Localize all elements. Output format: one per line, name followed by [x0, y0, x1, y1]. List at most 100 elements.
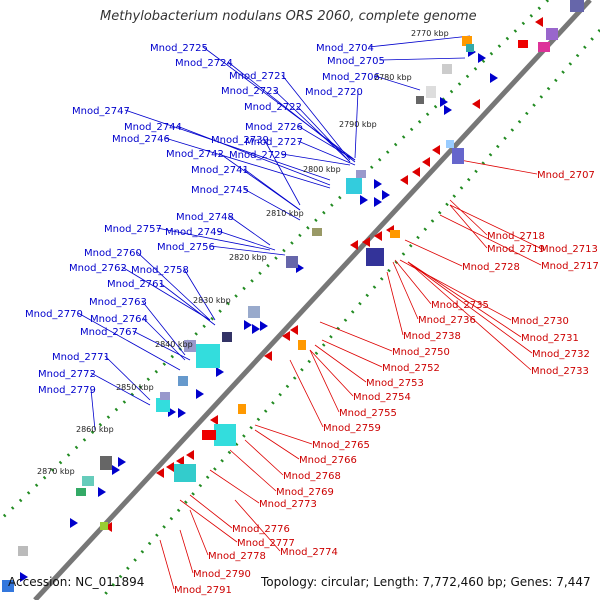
leader-line	[354, 90, 359, 159]
forward-gene-arrow	[374, 179, 382, 189]
leader-line	[132, 330, 191, 361]
kbp-label: 2830 kbp	[193, 296, 231, 305]
feature-box	[178, 376, 188, 386]
gene-label-reverse: Mnod_2752	[382, 363, 440, 374]
reverse-gene-arrow	[472, 99, 480, 109]
gene-label-reverse: Mnod_2766	[299, 455, 357, 466]
feature-box	[346, 178, 362, 194]
gene-label-reverse: Mnod_2776	[232, 524, 290, 535]
leader-line	[439, 214, 542, 266]
kbp-label: 2870 kbp	[37, 467, 75, 476]
leader-line	[281, 74, 351, 161]
reverse-gene-arrow	[362, 237, 370, 247]
feature-box	[238, 404, 246, 414]
gene-label-forward: Mnod_2705	[327, 56, 385, 67]
feature-box	[196, 344, 220, 368]
feature-box	[466, 44, 474, 52]
gene-label-reverse: Mnod_2790	[193, 569, 251, 580]
forward-gene-arrow	[478, 53, 486, 63]
leader-line	[319, 321, 393, 352]
gene-label-forward: Mnod_2760	[84, 248, 142, 259]
leader-line	[159, 282, 216, 326]
gene-label-reverse: Mnod_2768	[283, 471, 341, 482]
genome-summary: Topology: circular; Length: 7,772,460 bp…	[261, 575, 591, 589]
reverse-gene-arrow	[210, 415, 218, 425]
leader-line	[297, 125, 356, 161]
leader-line	[183, 268, 216, 321]
reverse-gene-arrow	[156, 468, 164, 478]
feature-box	[2, 580, 14, 592]
accession-text: Accession: NC_011894	[8, 575, 145, 589]
feature-box	[156, 398, 170, 412]
forward-gene-arrow	[490, 73, 498, 83]
gene-label-forward: Mnod_2723	[221, 86, 279, 97]
leader-line	[289, 359, 324, 428]
genome-backbone	[33, 0, 592, 600]
kbp-label: 2780 kbp	[374, 73, 412, 82]
reverse-gene-arrow	[422, 157, 430, 167]
leader-line	[449, 204, 488, 249]
leader-line	[136, 251, 211, 321]
feature-box	[174, 464, 196, 482]
leader-line	[459, 159, 538, 175]
gene-label-forward: Mnod_2761	[107, 279, 165, 290]
leader-line	[314, 344, 367, 383]
forward-gene-arrow	[374, 197, 382, 207]
feature-box	[160, 392, 170, 400]
gene-label-reverse: Mnod_2777	[237, 538, 295, 549]
feature-box	[100, 522, 108, 530]
gene-label-reverse: Mnod_2778	[208, 551, 266, 562]
reverse-gene-arrow	[400, 175, 408, 185]
feature-box	[286, 256, 298, 268]
gene-label-reverse: Mnod_2707	[537, 170, 595, 181]
gene-label-reverse: Mnod_2759	[323, 423, 381, 434]
gene-label-forward: Mnod_2744	[124, 122, 182, 133]
kbp-label: 2820 kbp	[229, 253, 267, 262]
gene-label-reverse: Mnod_2717	[541, 261, 599, 272]
gene-label-forward: Mnod_2756	[157, 242, 215, 253]
label-leader-lines	[77, 35, 542, 590]
gene-label-forward: Mnod_2745	[191, 185, 249, 196]
kbp-label: 2810 kbp	[266, 209, 304, 218]
tick-dot-track	[98, 29, 600, 600]
leader-line	[124, 109, 331, 181]
leader-line	[243, 168, 301, 211]
leader-line	[321, 339, 383, 368]
leader-line	[209, 469, 260, 504]
leader-line	[273, 89, 351, 163]
leader-line	[449, 204, 541, 249]
gene-label-reverse: Mnod_2735	[431, 300, 489, 311]
gene-label-reverse: Mnod_2765	[312, 440, 370, 451]
leader-line	[234, 499, 281, 552]
gene-label-forward: Mnod_2704	[316, 43, 374, 54]
kbp-label: 2790 kbp	[339, 120, 377, 129]
gene-label-forward: Mnod_2721	[229, 71, 287, 82]
gene-label-forward: Mnod_2748	[176, 212, 234, 223]
gene-label-forward: Mnod_2757	[104, 224, 162, 235]
gene-label-forward: Mnod_2727	[245, 137, 303, 148]
kbp-label: 2800 kbp	[303, 165, 341, 174]
gene-label-forward: Mnod_2729	[229, 150, 287, 161]
leader-line	[407, 261, 532, 371]
leader-line	[449, 199, 488, 236]
gene-label-forward: Mnod_2742	[166, 149, 224, 160]
leader-line	[243, 188, 301, 221]
kbp-label: 2860 kbp	[76, 425, 114, 434]
gene-label-forward: Mnod_2767	[80, 327, 138, 338]
gene-label-reverse: Mnod_2773	[259, 499, 317, 510]
gene-label-forward: Mnod_2722	[244, 102, 302, 113]
gene-label-forward: Mnod_2725	[150, 43, 208, 54]
feature-box	[222, 332, 232, 342]
gene-label-forward: Mnod_2758	[131, 265, 189, 276]
forward-gene-arrow	[440, 97, 448, 107]
leader-line	[104, 355, 151, 401]
feature-box	[442, 64, 452, 74]
leader-line	[309, 349, 354, 397]
forward-gene-arrow	[20, 572, 28, 582]
leader-line	[217, 230, 276, 251]
forward-gene-arrow	[252, 324, 260, 334]
gene-label-reverse: Mnod_2719	[487, 244, 545, 255]
feature-box	[462, 36, 472, 46]
gene-label-forward: Mnod_2720	[305, 87, 363, 98]
